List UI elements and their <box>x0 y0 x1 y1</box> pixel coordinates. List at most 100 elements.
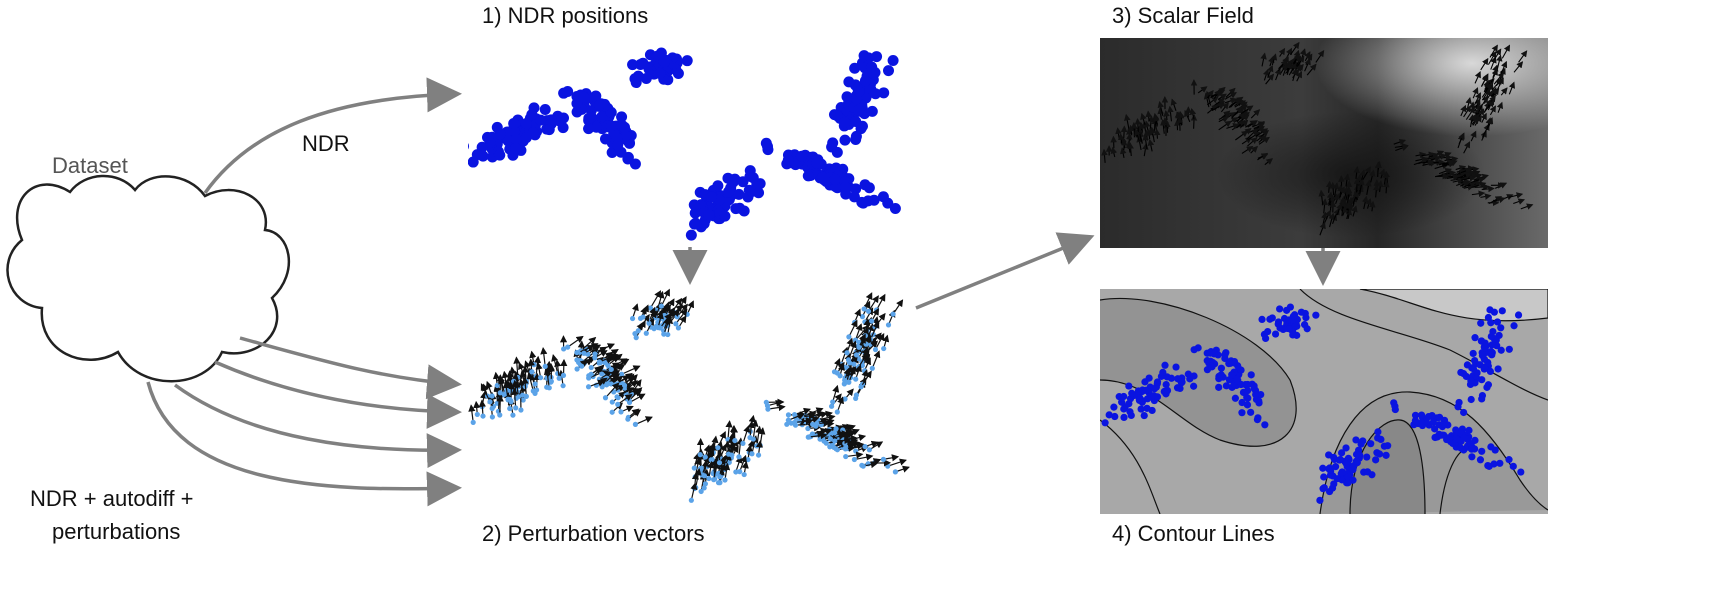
scalar-field-vector <box>1460 174 1471 181</box>
scalar-field-vector <box>1513 61 1524 73</box>
vector-origin-point <box>592 351 598 357</box>
scalar-field-vector <box>1247 120 1258 128</box>
scalar-field-vector <box>1362 166 1371 181</box>
perturbation-vector <box>794 407 811 416</box>
contour-point <box>1120 405 1128 413</box>
vector-origin-point <box>592 355 598 361</box>
vector-origin-point <box>596 376 602 382</box>
vector-origin-point <box>626 397 632 404</box>
contour-point <box>1467 395 1475 404</box>
ndr-point <box>839 134 851 146</box>
vector-origin-point <box>489 414 495 420</box>
scalar-field-vector <box>1336 202 1343 216</box>
vector-origin-point <box>755 452 762 458</box>
scalar-field-vector <box>1471 190 1486 197</box>
ndr-point <box>510 142 522 154</box>
contour-point <box>1439 420 1448 428</box>
ndr-point <box>853 86 865 98</box>
dataset-cloud <box>6 174 291 383</box>
scalar-field-vector <box>1218 120 1232 131</box>
scalar-field-vector <box>1274 67 1281 81</box>
perturbation-vector <box>736 437 744 457</box>
perturbation-vector <box>526 372 534 392</box>
vector-origin-point <box>829 403 835 409</box>
contour-point <box>1092 402 1099 409</box>
vector-origin-point <box>691 465 697 471</box>
perturbation-vectors-panel <box>468 288 910 503</box>
contour-point <box>1140 411 1148 420</box>
contour-point <box>1238 409 1246 417</box>
contour-point <box>1143 395 1152 403</box>
vector-origin-point <box>608 381 614 387</box>
scalar-field-vector <box>1520 203 1534 210</box>
scalar-field-vector <box>1184 109 1191 123</box>
perturbation-vector <box>659 312 672 329</box>
ndr-point <box>632 70 644 82</box>
scalar-field-vector <box>1236 112 1246 123</box>
vector-origin-point <box>532 381 538 387</box>
vector-origin-point <box>717 474 723 480</box>
contour-point <box>1101 419 1109 427</box>
contour-point <box>1237 380 1245 389</box>
scalar-field-vector <box>1207 104 1219 114</box>
vector-origin-point <box>865 308 872 314</box>
contour-point <box>1498 307 1506 315</box>
scalar-field-vector <box>1333 207 1340 221</box>
vector-origin-point <box>842 446 849 452</box>
vector-origin-point <box>885 463 891 469</box>
perturbation-vector <box>808 432 828 440</box>
scalar-field-vector <box>1480 112 1487 123</box>
ndr-point <box>619 121 631 133</box>
scalar-field-vector <box>1513 198 1526 205</box>
contour-point <box>1252 390 1260 399</box>
contour-point <box>1342 444 1350 452</box>
scalar-field-vector <box>1480 130 1487 141</box>
scalar-field-vector <box>1443 159 1456 167</box>
ndr-point <box>796 150 808 162</box>
scalar-field-vector <box>1319 221 1326 236</box>
perturbation-vector <box>788 412 806 421</box>
contour-point <box>1382 451 1390 459</box>
contour-point <box>1344 459 1352 467</box>
scalar-field-vector <box>1265 73 1275 85</box>
vector-origin-point <box>633 335 639 341</box>
scalar-field-vector <box>1345 208 1353 219</box>
vector-origin-point <box>474 411 480 418</box>
contour-point <box>1319 464 1327 472</box>
scalar-field-vector <box>1373 183 1380 198</box>
contour-point <box>1127 411 1135 420</box>
contour-point <box>1178 378 1186 386</box>
scalar-field-vector <box>1518 50 1528 63</box>
scalar-field-vector <box>1501 44 1511 59</box>
vector-origin-point <box>708 457 714 463</box>
vector-origin-point <box>701 473 708 479</box>
vector-origin-point <box>885 322 892 328</box>
contour-point <box>1471 334 1479 342</box>
perturbation-vector <box>840 346 849 365</box>
contour-point <box>1471 356 1479 365</box>
scalar-field-vector <box>1460 104 1467 117</box>
scalar-field-vector <box>1455 165 1467 172</box>
scalar-field-panel <box>1100 38 1548 248</box>
perturbation-vector <box>876 293 886 311</box>
vector-origin-point <box>561 346 567 352</box>
vector-origin-point <box>861 306 867 312</box>
ndr-point <box>468 142 470 150</box>
ndr-point <box>585 111 597 123</box>
contour-point <box>1486 306 1494 314</box>
contour-point <box>1125 382 1133 390</box>
contour-point <box>1110 403 1118 411</box>
scalar-field-vector <box>1460 167 1473 174</box>
scalar-field-vector <box>1119 147 1127 158</box>
ndr-point <box>690 217 702 229</box>
vector-origin-point <box>860 463 866 469</box>
perturbation-vector <box>533 372 541 390</box>
scalar-field-vector <box>1250 145 1259 154</box>
contour-point <box>1496 459 1504 467</box>
vector-origin-point <box>733 469 739 475</box>
scalar-field-vector <box>1206 89 1214 99</box>
scalar-field-vector <box>1379 168 1386 179</box>
ndr-point <box>468 156 479 168</box>
perturbation-vector <box>794 417 813 425</box>
